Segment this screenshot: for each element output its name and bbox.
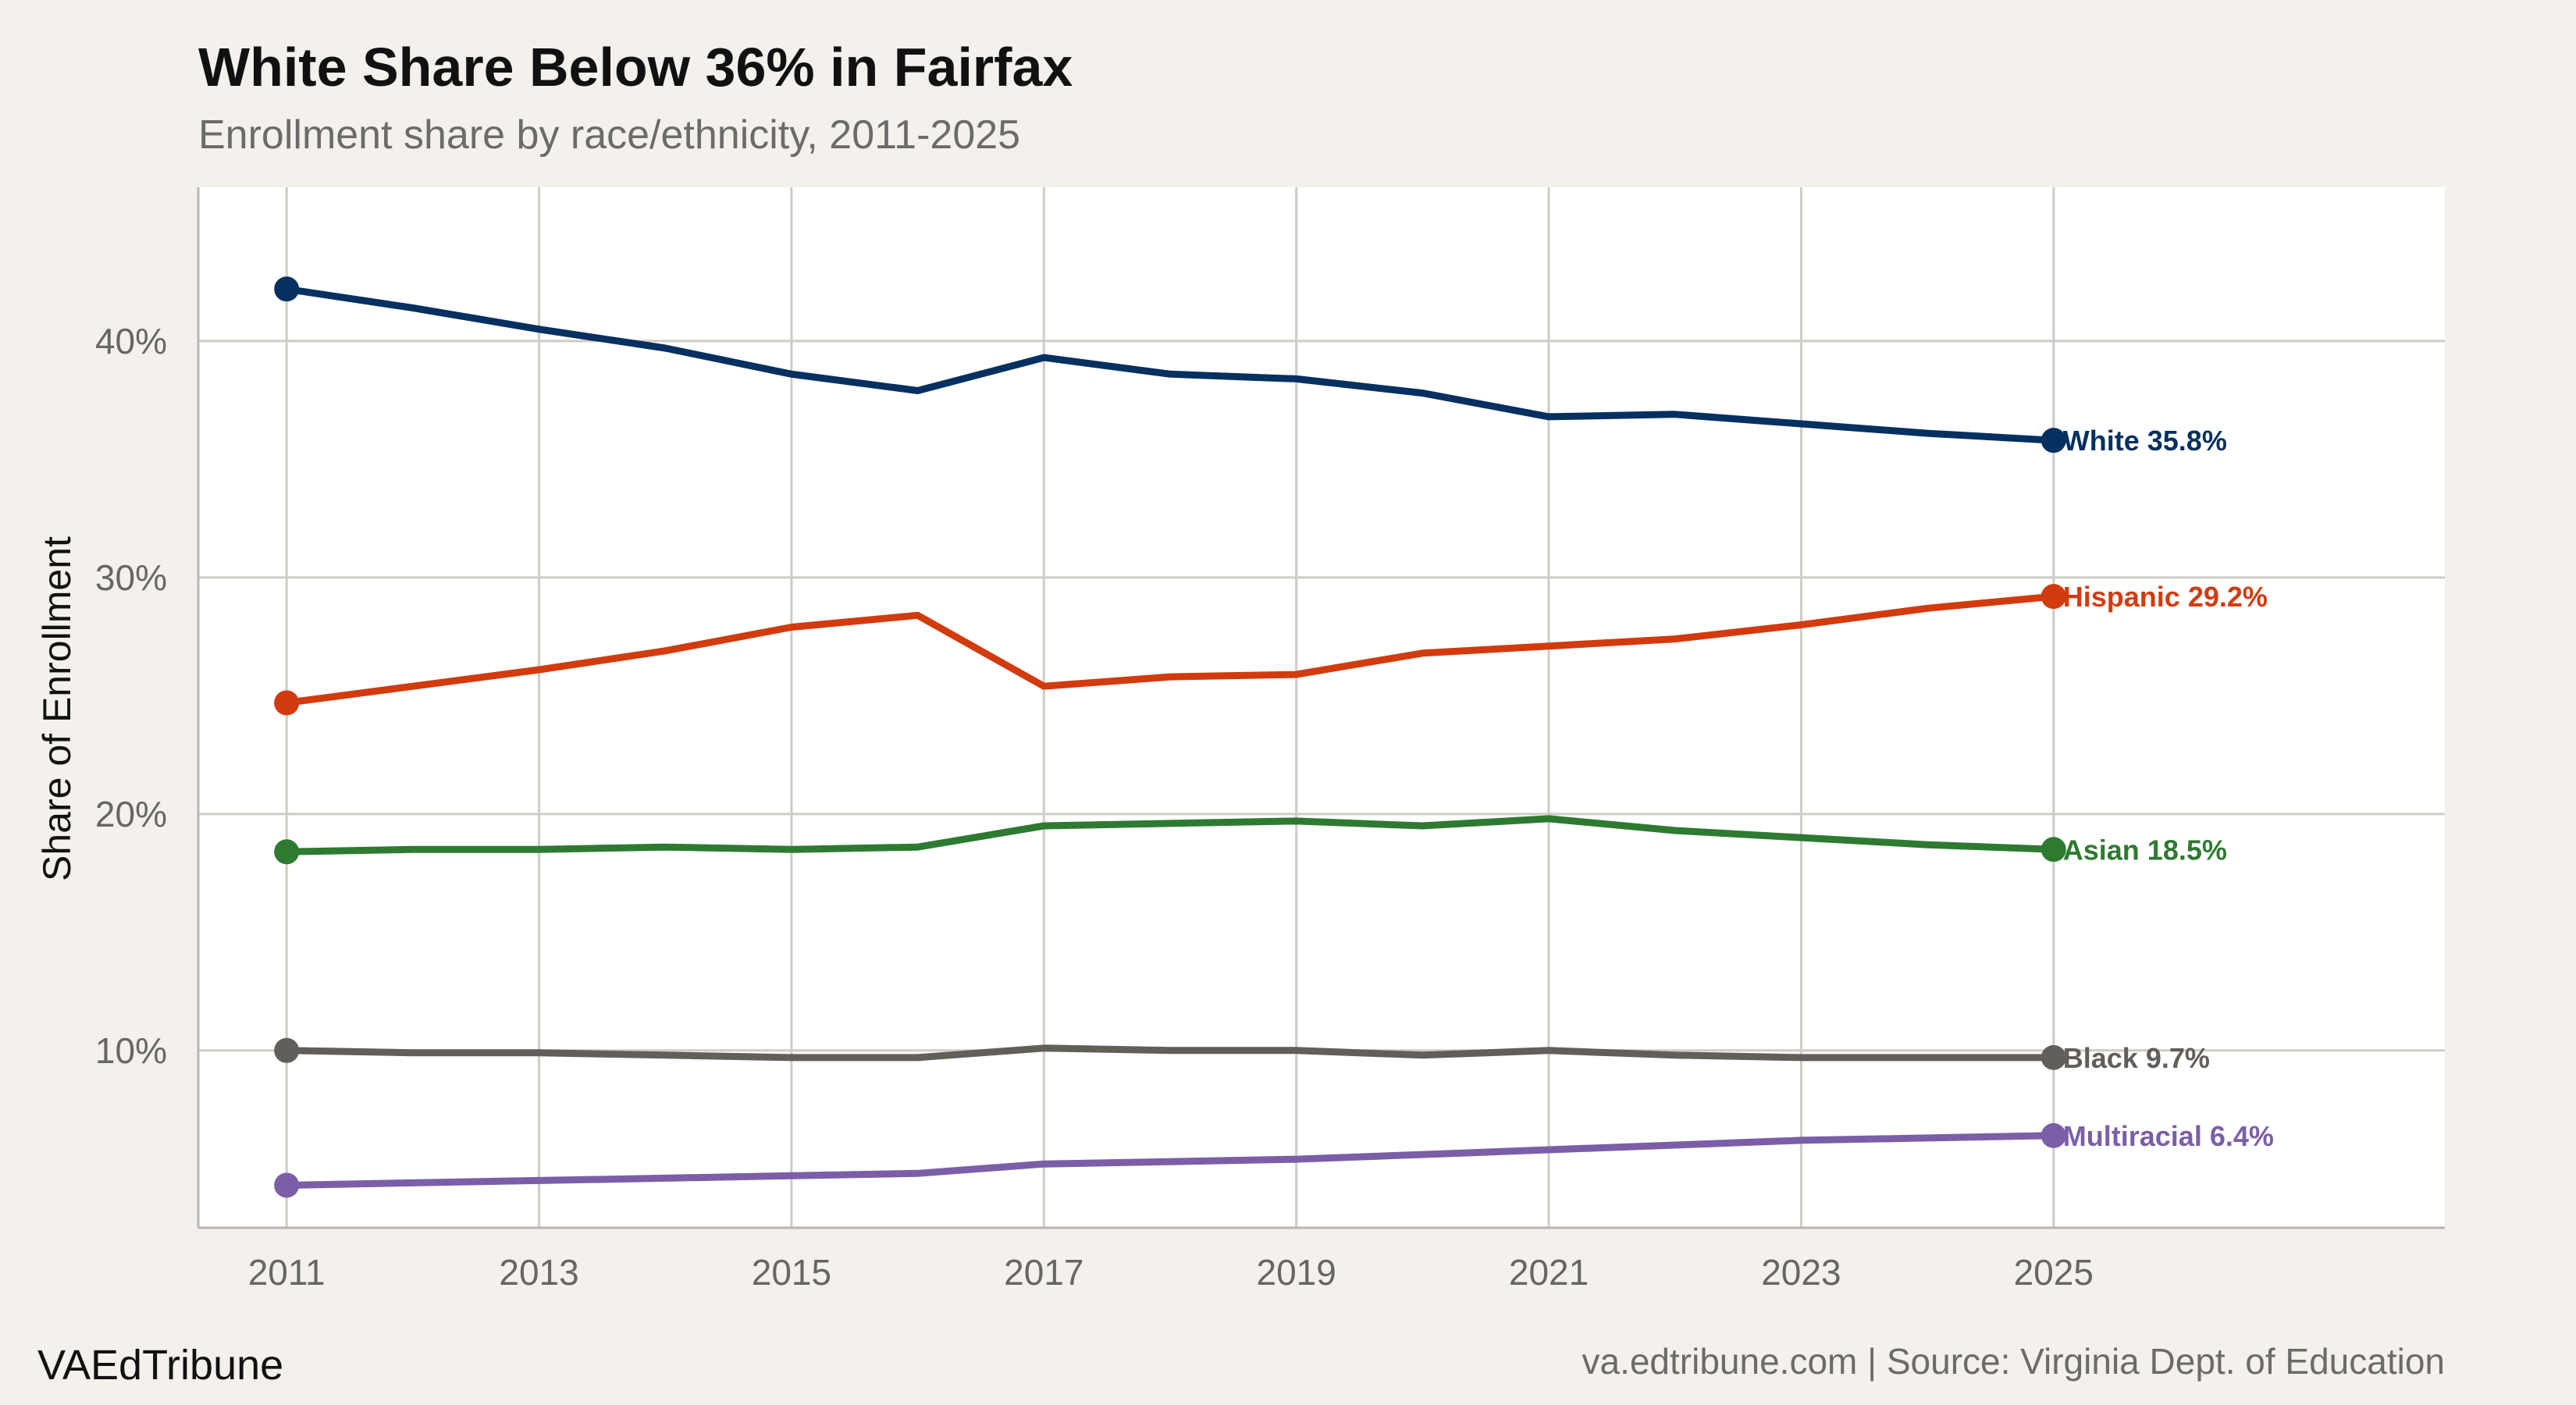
start-point-multiracial (274, 1172, 300, 1198)
chart-title: White Share Below 36% in Fairfax (198, 37, 1073, 98)
brand-logo-text: VAEdTribune (37, 1342, 283, 1389)
x-tick-label: 2013 (499, 1252, 578, 1293)
series-line-multiracial (283, 1132, 2058, 1189)
end-point-hispanic (2041, 584, 2066, 610)
x-tick-label: 2023 (1761, 1252, 1841, 1293)
series-line-hispanic (283, 592, 2058, 706)
x-tick-label: 2015 (752, 1252, 831, 1293)
source-credit: va.edtribune.com | Source: Virginia Dept… (1582, 1341, 2445, 1382)
start-point-hispanic (274, 690, 300, 716)
start-point-asian (274, 839, 300, 865)
start-point-black (274, 1037, 300, 1063)
y-tick-label: 20% (95, 794, 167, 834)
x-tick-label: 2021 (1509, 1252, 1589, 1293)
end-point-multiracial (2041, 1122, 2066, 1148)
start-point-white (274, 276, 300, 302)
end-point-white (2041, 428, 2066, 454)
y-tick-label: 10% (95, 1030, 167, 1071)
x-tick-label: 2017 (1004, 1252, 1083, 1293)
y-tick-label: 30% (95, 557, 167, 598)
end-label-white: White 35.8% (2063, 425, 2227, 457)
end-labels: White 35.8% Hispanic 29.2% Asian 18.5% Blac… (2063, 425, 2274, 1152)
end-label-multiracial: Multiracial 6.4% (2063, 1120, 2274, 1152)
y-axis-label: Share of Enrollment (35, 536, 79, 881)
y-tick-label: 40% (95, 321, 167, 361)
x-tick-label: 2011 (248, 1252, 326, 1293)
chart-subtitle: Enrollment share by race/ethnicity, 2011… (198, 112, 1020, 158)
series-line-white (283, 285, 2058, 444)
x-tick-label: 2019 (1256, 1252, 1336, 1293)
end-label-asian: Asian 18.5% (2063, 834, 2227, 866)
series-lines (274, 276, 2066, 1198)
series-line-asian (283, 815, 2058, 855)
axes: 10% 20% 30% 40% 2011 2013 2015 2017 2019 2021 2023… (95, 187, 2445, 1293)
x-tick-label: 2025 (2014, 1252, 2094, 1293)
end-label-black: Black 9.7% (2063, 1042, 2210, 1074)
end-point-asian (2041, 837, 2066, 863)
end-label-hispanic: Hispanic 29.2% (2063, 581, 2268, 613)
end-point-black (2041, 1044, 2066, 1070)
series-line-black (283, 1044, 2058, 1062)
